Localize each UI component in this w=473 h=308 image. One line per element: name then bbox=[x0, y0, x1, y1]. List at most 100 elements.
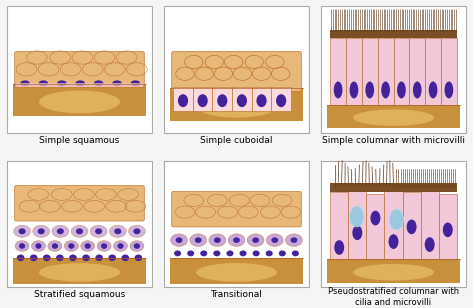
Text: Simple columnar with microvilli: Simple columnar with microvilli bbox=[322, 136, 465, 144]
Ellipse shape bbox=[131, 80, 140, 86]
Ellipse shape bbox=[352, 225, 362, 240]
Bar bbox=[346, 38, 362, 105]
Ellipse shape bbox=[14, 225, 31, 237]
Ellipse shape bbox=[18, 228, 26, 234]
Ellipse shape bbox=[334, 240, 344, 255]
Ellipse shape bbox=[200, 250, 207, 256]
Bar bbox=[272, 87, 291, 111]
Bar bbox=[13, 84, 146, 116]
Ellipse shape bbox=[97, 241, 111, 251]
Ellipse shape bbox=[425, 237, 435, 252]
Ellipse shape bbox=[95, 228, 102, 234]
Ellipse shape bbox=[76, 80, 85, 86]
Ellipse shape bbox=[130, 241, 144, 251]
Ellipse shape bbox=[350, 206, 364, 227]
Ellipse shape bbox=[175, 237, 183, 243]
Ellipse shape bbox=[413, 82, 421, 99]
Bar bbox=[232, 87, 252, 111]
Ellipse shape bbox=[233, 237, 240, 243]
Ellipse shape bbox=[353, 109, 434, 126]
Ellipse shape bbox=[114, 228, 121, 234]
Bar bbox=[385, 188, 403, 259]
Ellipse shape bbox=[64, 241, 79, 251]
Bar bbox=[170, 88, 303, 121]
Text: Simple squamous: Simple squamous bbox=[39, 136, 120, 144]
Bar bbox=[377, 38, 394, 105]
Ellipse shape bbox=[445, 82, 453, 99]
Ellipse shape bbox=[112, 80, 122, 86]
Ellipse shape bbox=[252, 237, 259, 243]
Ellipse shape bbox=[95, 254, 103, 261]
Bar bbox=[170, 258, 303, 284]
Ellipse shape bbox=[38, 228, 45, 234]
Ellipse shape bbox=[198, 94, 208, 107]
Ellipse shape bbox=[429, 82, 438, 99]
Ellipse shape bbox=[256, 94, 267, 107]
Ellipse shape bbox=[443, 222, 453, 237]
FancyBboxPatch shape bbox=[321, 161, 465, 287]
Bar bbox=[327, 105, 460, 128]
Ellipse shape bbox=[237, 94, 247, 107]
Ellipse shape bbox=[190, 234, 207, 246]
Bar bbox=[348, 186, 367, 259]
FancyBboxPatch shape bbox=[15, 52, 144, 87]
Ellipse shape bbox=[196, 95, 277, 118]
Ellipse shape bbox=[35, 243, 42, 249]
Ellipse shape bbox=[122, 254, 129, 261]
Ellipse shape bbox=[33, 225, 50, 237]
Bar bbox=[212, 87, 232, 111]
Ellipse shape bbox=[370, 211, 380, 225]
Ellipse shape bbox=[187, 250, 194, 256]
Ellipse shape bbox=[19, 243, 25, 249]
Text: Pseudostratified columnar with
cilia and microvilli: Pseudostratified columnar with cilia and… bbox=[328, 287, 459, 306]
Ellipse shape bbox=[71, 225, 88, 237]
Ellipse shape bbox=[129, 225, 145, 237]
Ellipse shape bbox=[196, 263, 277, 282]
Ellipse shape bbox=[407, 220, 417, 234]
Ellipse shape bbox=[292, 250, 299, 256]
Ellipse shape bbox=[253, 250, 260, 256]
FancyBboxPatch shape bbox=[172, 192, 301, 227]
Ellipse shape bbox=[68, 243, 74, 249]
Ellipse shape bbox=[17, 254, 25, 261]
Ellipse shape bbox=[114, 241, 128, 251]
Ellipse shape bbox=[334, 82, 342, 99]
Ellipse shape bbox=[39, 80, 48, 86]
Ellipse shape bbox=[279, 250, 286, 256]
Ellipse shape bbox=[213, 250, 220, 256]
Ellipse shape bbox=[266, 250, 273, 256]
Bar bbox=[13, 258, 146, 284]
Text: Stratified squamous: Stratified squamous bbox=[34, 290, 125, 299]
Ellipse shape bbox=[290, 237, 298, 243]
Bar bbox=[330, 192, 348, 259]
Ellipse shape bbox=[353, 264, 434, 281]
Ellipse shape bbox=[178, 94, 188, 107]
Ellipse shape bbox=[81, 241, 95, 251]
Ellipse shape bbox=[52, 225, 69, 237]
Ellipse shape bbox=[381, 82, 390, 99]
Ellipse shape bbox=[90, 225, 107, 237]
Ellipse shape bbox=[43, 254, 51, 261]
Ellipse shape bbox=[388, 234, 398, 249]
Bar bbox=[16, 83, 143, 87]
FancyBboxPatch shape bbox=[172, 52, 301, 91]
FancyBboxPatch shape bbox=[164, 161, 309, 287]
Ellipse shape bbox=[133, 228, 140, 234]
Ellipse shape bbox=[134, 254, 142, 261]
Bar bbox=[403, 192, 420, 259]
Ellipse shape bbox=[82, 254, 90, 261]
FancyBboxPatch shape bbox=[15, 186, 144, 221]
Ellipse shape bbox=[276, 94, 286, 107]
Ellipse shape bbox=[32, 241, 45, 251]
FancyBboxPatch shape bbox=[8, 6, 152, 133]
Bar bbox=[420, 186, 439, 259]
FancyBboxPatch shape bbox=[164, 6, 309, 133]
Ellipse shape bbox=[30, 254, 37, 261]
Ellipse shape bbox=[101, 243, 107, 249]
Ellipse shape bbox=[108, 254, 116, 261]
Ellipse shape bbox=[39, 263, 120, 282]
Ellipse shape bbox=[174, 250, 181, 256]
Ellipse shape bbox=[171, 234, 187, 246]
FancyBboxPatch shape bbox=[8, 161, 152, 287]
Bar bbox=[327, 259, 460, 283]
